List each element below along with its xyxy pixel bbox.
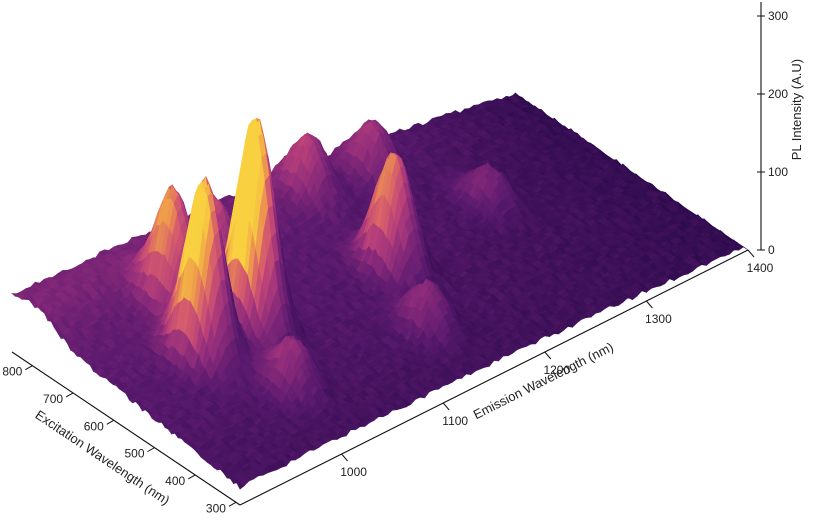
surface-plot <box>12 93 748 489</box>
